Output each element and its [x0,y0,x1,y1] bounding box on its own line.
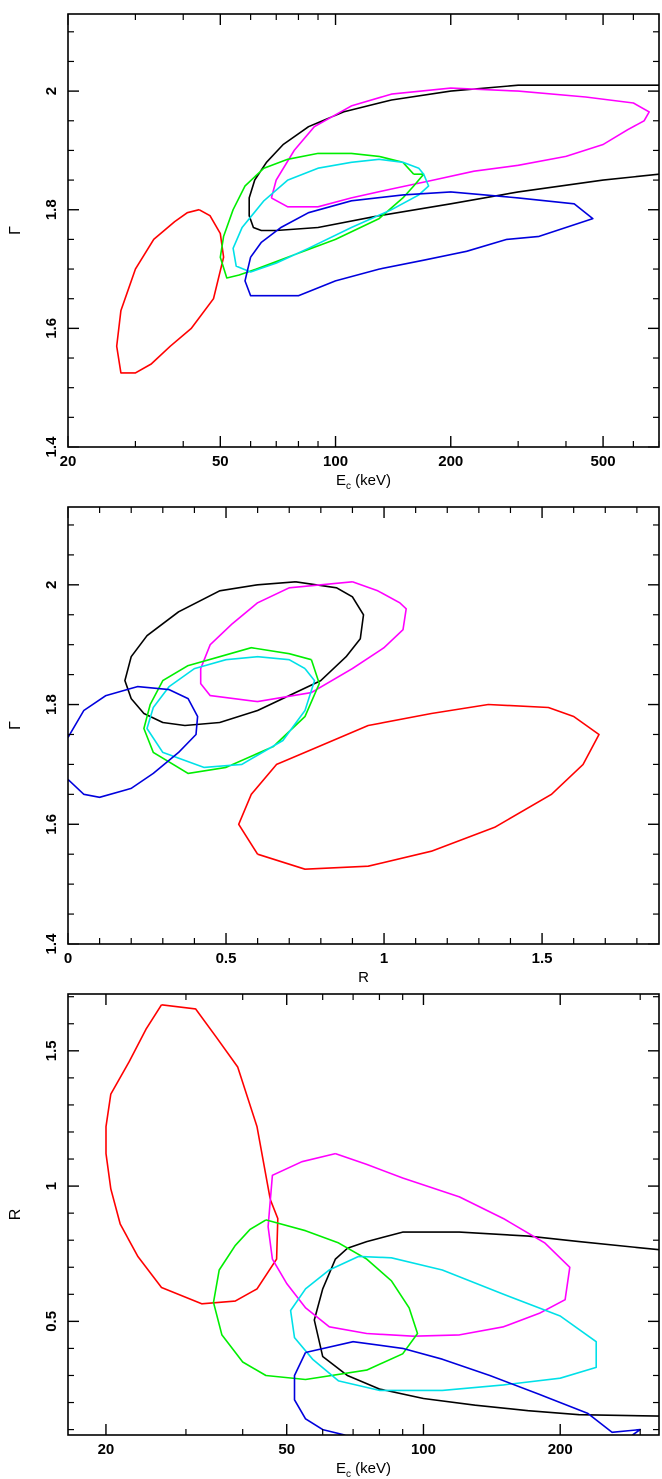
contour-series-2 [267,1152,571,1337]
y-axis-label: Γ [7,721,24,730]
y-tick-label: 1.8 [43,694,60,715]
contour-series-1 [313,1231,659,1417]
plot-frame [67,993,660,1436]
contour-series-0 [115,208,225,374]
x-axis-label: R [358,969,369,986]
panel-top-ec-vs-gamma: 20 50 100 200 500 1.4 1.6 1.8 2 Ec (keV) Γ [7,13,660,492]
contour-series-2 [199,581,408,703]
y-tick-label: 1.6 [43,814,60,835]
x-tick-label: 100 [411,1441,436,1458]
contour-series-5 [68,685,199,799]
contour-series-4 [232,158,430,273]
contour-series-0 [105,1004,279,1305]
x-tick-label: 200 [438,453,463,470]
y-tick-label: 1 [43,1182,60,1190]
y-tick-label: 1.5 [43,1040,60,1061]
x-axis-label: Ec (keV) [336,472,391,492]
contour-series-4 [146,655,316,769]
x-tick-label: 500 [591,453,616,470]
x-tick-label: 100 [323,453,348,470]
x-tick-label: 1.5 [532,950,553,967]
x-tick-label: 20 [98,1441,115,1458]
contour-series-1 [248,84,659,232]
x-tick-label: 0.5 [216,950,237,967]
contour-series-3 [143,646,321,775]
x-tick-label: 50 [212,453,229,470]
plot-frame [67,506,660,945]
contour-series-3 [219,152,425,279]
contour-series-1 [124,581,365,727]
y-tick-label: 2 [43,581,60,589]
panel-bottom-ec-vs-r: 20 50 100 200 0.5 1 1.5 Ec (keV) R [7,993,660,1479]
contour-series-5 [244,191,594,297]
contour-series-4 [289,1255,598,1392]
y-tick-label: 0.5 [43,1311,60,1332]
x-tick-label: 1 [380,950,388,967]
x-tick-label: 20 [60,453,77,470]
y-tick-label: 2 [43,87,60,95]
y-tick-label: 1.4 [43,933,60,955]
y-tick-label: 1.8 [43,199,60,220]
contour-series-5 [293,1340,642,1435]
y-tick-label: 1.4 [43,436,60,458]
contour-series-3 [212,1219,419,1381]
y-axis-label: Γ [7,226,24,235]
contour-series-0 [237,703,600,871]
x-tick-label: 0 [64,950,72,967]
panel-middle-r-vs-gamma: 0 0.5 1 1.5 1.4 1.6 1.8 2 R Γ [7,506,660,986]
y-tick-label: 1.6 [43,318,60,339]
x-tick-label: 200 [548,1441,573,1458]
x-axis-label: Ec (keV) [336,1460,391,1479]
x-tick-label: 50 [278,1441,295,1458]
y-axis-label: R [7,1209,24,1221]
contour-series-2 [270,87,651,208]
plot-frame [67,13,660,448]
